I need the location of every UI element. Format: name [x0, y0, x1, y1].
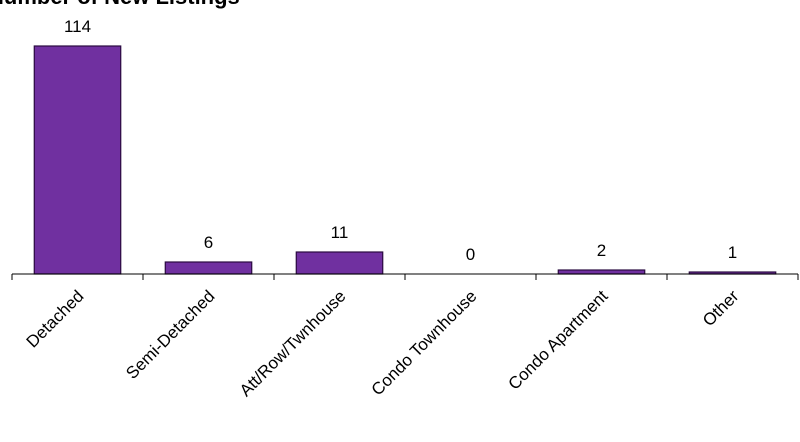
- data-label: 6: [204, 233, 213, 252]
- bar: [295, 251, 384, 275]
- data-label: 1: [728, 243, 737, 262]
- data-label: 0: [466, 245, 475, 264]
- data-label: 114: [64, 17, 91, 36]
- x-tick-label: Semi-Detached: [122, 287, 218, 383]
- x-tick-label: Condo Apartment: [505, 286, 612, 393]
- bar: [164, 261, 253, 275]
- x-tick-label: Att/Row/Twnhouse: [236, 287, 350, 401]
- x-tick-label: Other: [699, 286, 743, 330]
- data-label: 11: [331, 223, 349, 242]
- bar: [33, 45, 122, 275]
- chart-title: Number of New Listings: [0, 0, 240, 9]
- x-tick-label: Condo Townhouse: [368, 287, 481, 400]
- x-tick-label: Detached: [23, 287, 88, 352]
- bar: [557, 269, 646, 275]
- data-label: 2: [597, 241, 606, 260]
